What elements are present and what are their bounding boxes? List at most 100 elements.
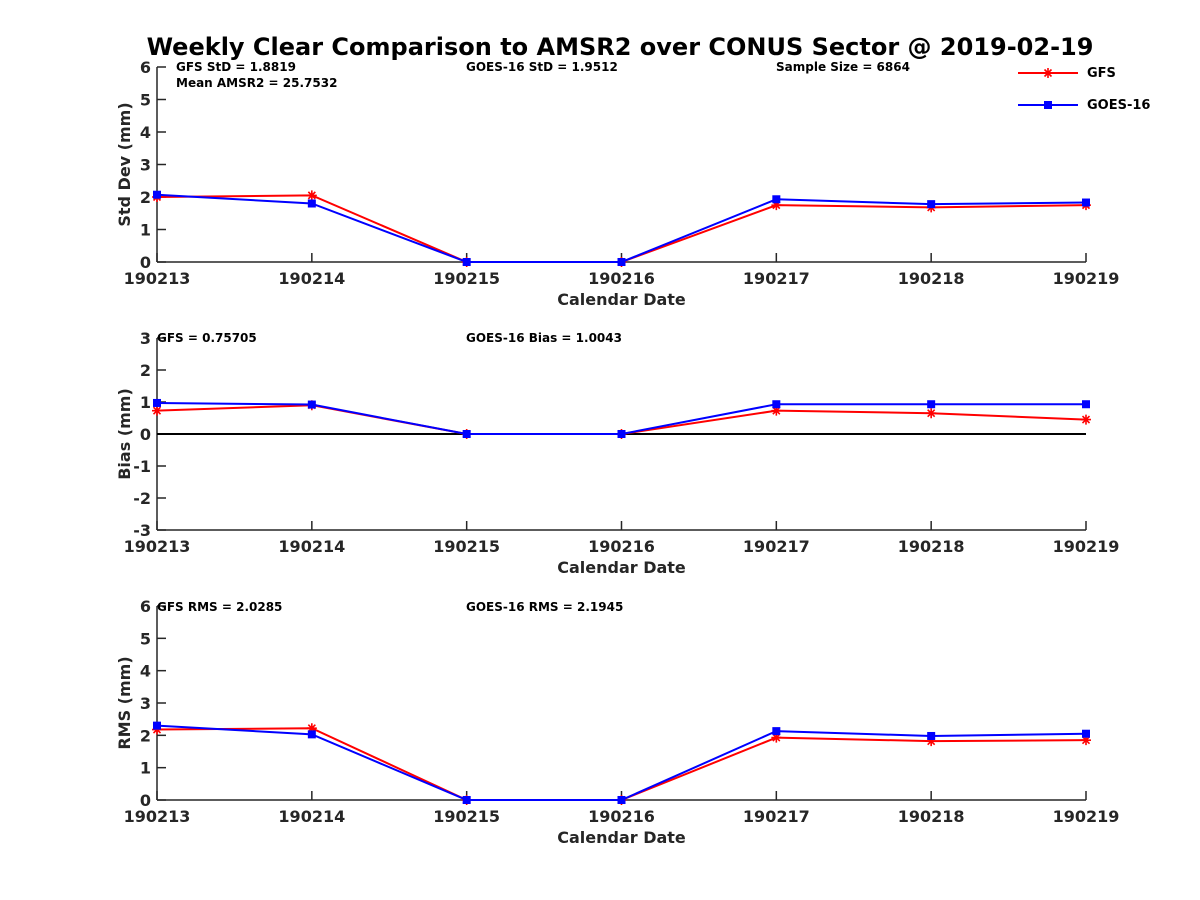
x-tick-label: 190214 <box>278 269 345 288</box>
data-point <box>307 730 316 739</box>
data-point <box>926 736 937 747</box>
panel-1: 0 1 2 3 4 5 6 190213 190214 190215 190216 190217 190… <box>115 58 1119 309</box>
data-point <box>771 405 782 416</box>
annotation-goes-std: GOES-16 StD = 1.9512 <box>466 60 618 74</box>
x-tick-label: 190217 <box>743 269 810 288</box>
data-point <box>1082 400 1090 409</box>
x-tick-label: 190213 <box>124 269 191 288</box>
annotation-goes-rms: GOES-16 RMS = 2.1945 <box>466 600 623 614</box>
y-tick-label: 5 <box>140 629 151 648</box>
data-point <box>927 200 936 209</box>
data-point <box>1081 735 1091 746</box>
annotation-goes-bias: GOES-16 Bias = 1.0043 <box>466 331 622 345</box>
y-tick-label: 0 <box>140 425 151 444</box>
y-tick-label: 0 <box>140 791 151 810</box>
data-point <box>772 195 781 204</box>
series-goes-16 <box>153 190 1090 266</box>
data-point <box>462 796 471 804</box>
data-point <box>152 405 162 416</box>
data-point <box>771 200 782 211</box>
x-tick-label: 190218 <box>898 269 965 288</box>
legend-marker <box>1044 101 1052 109</box>
data-point <box>772 400 781 409</box>
y-tick-label: 1 <box>140 393 151 412</box>
data-point <box>1082 198 1090 207</box>
legend-marker <box>1043 68 1053 78</box>
legend-label: GOES-16 <box>1087 98 1150 113</box>
y-tick-label: 1 <box>140 759 151 778</box>
series-line <box>156 724 1087 801</box>
x-axis-label: Calendar Date <box>557 828 686 847</box>
legend: GFS GOES-16 <box>1018 66 1150 113</box>
y-tick-label: 4 <box>140 123 151 142</box>
legend-label: GFS <box>1087 66 1116 81</box>
y-axis-label: Bias (mm) <box>115 388 134 480</box>
annotation-gfs-std: GFS StD = 1.8819 <box>176 60 296 74</box>
data-point <box>617 796 626 804</box>
x-tick-label: 190217 <box>743 537 810 556</box>
data-point <box>771 732 782 743</box>
x-tick-label: 190218 <box>898 537 965 556</box>
y-tick-label: -3 <box>133 521 151 540</box>
data-point <box>927 400 936 409</box>
data-point <box>306 723 317 734</box>
data-point <box>306 190 317 201</box>
y-tick-label: 2 <box>140 188 151 207</box>
series-line <box>156 194 1087 263</box>
x-tick-label: 190215 <box>433 537 500 556</box>
panel-3: 0 1 2 3 4 5 6 190213 190214 190215 190216 190217 190… <box>115 597 1119 847</box>
y-tick-label: 5 <box>140 91 151 110</box>
x-axis-label: Calendar Date <box>557 558 686 577</box>
x-tick-label: 190215 <box>433 269 500 288</box>
annotation-gfs-rms: GFS RMS = 2.0285 <box>157 600 282 614</box>
x-tick-label: 190213 <box>124 537 191 556</box>
data-point <box>307 199 316 208</box>
data-point <box>153 398 161 407</box>
y-tick-label: 1 <box>140 221 151 240</box>
y-tick-label: 4 <box>140 662 151 681</box>
data-point <box>462 430 471 438</box>
data-point <box>1082 729 1090 738</box>
annotation-mean-amsr2: Mean AMSR2 = 25.7532 <box>176 76 337 90</box>
x-tick-label: 190214 <box>278 807 345 826</box>
data-point <box>617 430 626 438</box>
x-tick-label: 190219 <box>1053 269 1120 288</box>
y-tick-label: -1 <box>133 457 151 476</box>
y-tick-label: 6 <box>140 58 151 77</box>
data-point <box>617 258 626 266</box>
y-tick-label: 0 <box>140 253 151 272</box>
y-axis-label: RMS (mm) <box>115 656 134 749</box>
x-tick-label: 190216 <box>588 537 655 556</box>
y-tick-label: 3 <box>140 156 151 175</box>
legend-entry-gfs: GFS <box>1018 66 1116 81</box>
y-tick-label: 6 <box>140 597 151 616</box>
legend-entry-goes-16: GOES-16 <box>1018 98 1150 113</box>
annotation-sample: Sample Size = 6864 <box>776 60 910 74</box>
y-tick-label: 2 <box>140 726 151 745</box>
x-axis-label: Calendar Date <box>557 290 686 309</box>
data-point <box>926 408 937 419</box>
data-point <box>307 400 316 409</box>
x-tick-label: 190215 <box>433 807 500 826</box>
series-line <box>156 193 1087 263</box>
y-axis-label: Std Dev (mm) <box>115 102 134 226</box>
y-tick-label: -2 <box>133 489 151 508</box>
x-tick-label: 190216 <box>588 269 655 288</box>
data-point <box>462 258 471 266</box>
series-goes-16 <box>153 398 1090 438</box>
x-tick-label: 190219 <box>1053 807 1120 826</box>
data-point <box>772 727 781 736</box>
x-tick-label: 190218 <box>898 807 965 826</box>
panel-2: -3 -2 -1 0 1 2 3 190213 190214 190215 190216 190217… <box>115 329 1119 577</box>
x-tick-label: 190216 <box>588 807 655 826</box>
data-point <box>1081 414 1091 425</box>
series-goes-16 <box>153 721 1090 804</box>
data-point <box>153 721 161 730</box>
y-tick-label: 2 <box>140 361 151 380</box>
data-point <box>927 731 936 740</box>
panels: 0 1 2 3 4 5 6 190213 190214 190215 190216 190217 190… <box>115 58 1119 847</box>
chart-title: Weekly Clear Comparison to AMSR2 over CO… <box>147 33 1094 61</box>
annotation-gfs-bias: GFS = 0.75705 <box>157 331 257 345</box>
y-tick-label: 3 <box>140 694 151 713</box>
